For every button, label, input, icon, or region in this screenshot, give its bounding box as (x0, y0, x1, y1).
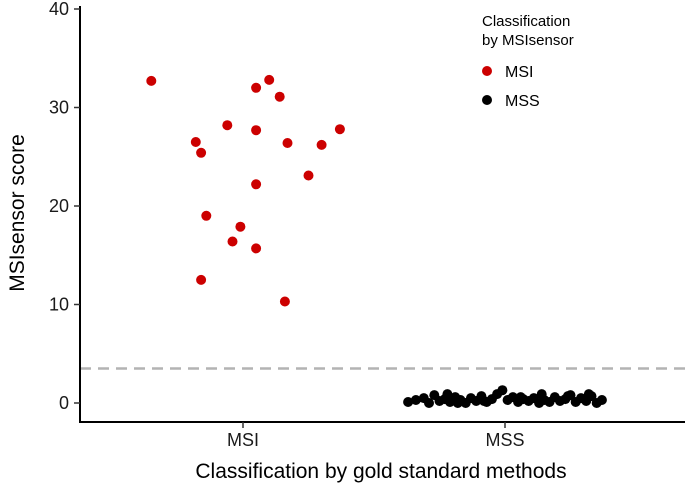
y-tick-label-20: 20 (49, 196, 69, 216)
x-axis-title: Classification by gold standard methods (195, 460, 566, 483)
point-msi-18 (279, 296, 290, 307)
point-msi-2 (196, 147, 207, 158)
y-tick-label-0: 0 (59, 393, 69, 413)
y-tick-label-40: 40 (49, 0, 69, 19)
x-tick-label-msi: MSI (227, 430, 259, 450)
point-msi-3 (222, 120, 233, 131)
point-mss-0 (403, 397, 414, 407)
point-mss-37 (442, 389, 453, 400)
point-msi-12 (282, 138, 293, 148)
point-mss-39 (583, 389, 594, 400)
point-msi-6 (227, 236, 238, 247)
legend-marker-msi (482, 66, 492, 76)
point-msi-0 (146, 75, 157, 86)
point-mss-42 (515, 392, 526, 403)
point-msi-17 (251, 243, 262, 254)
x-tick-label-mss: MSS (485, 430, 524, 450)
legend-title-line-2: by MSIsensor (482, 32, 574, 49)
plot-area (80, 74, 685, 408)
point-msi-16 (251, 179, 262, 190)
legend-marker-mss (482, 95, 492, 105)
y-tick-label-30: 30 (49, 98, 69, 118)
point-mss-17 (497, 385, 508, 396)
y-tick-label-10: 10 (49, 295, 69, 315)
point-mss-38 (536, 389, 547, 400)
point-mss-3 (424, 398, 434, 408)
point-msi-8 (251, 82, 262, 93)
point-mss-43 (452, 398, 463, 408)
legend-title-line-1: Classification (482, 13, 570, 30)
legend-label-mss: MSS (505, 93, 540, 110)
legend-title: Classification by MSIsensor (482, 13, 575, 49)
legend-label-msi: MSI (505, 64, 533, 81)
point-msi-9 (264, 74, 275, 85)
point-msi-5 (235, 221, 246, 232)
point-mss-1 (410, 395, 421, 405)
axes: 0 10 20 30 40 MSI MSS (49, 0, 685, 450)
point-msi-7 (196, 274, 207, 285)
point-mss-41 (479, 396, 489, 406)
legend-entries: MSI MSS (482, 64, 540, 110)
point-msi-11 (251, 125, 262, 136)
legend: Classification by MSIsensor MSI MSS (482, 13, 575, 110)
point-mss-36 (596, 395, 607, 405)
point-msi-1 (190, 137, 201, 147)
point-msi-13 (316, 139, 327, 150)
point-mss-40 (562, 391, 573, 402)
y-axis-title: MSIsensor score (6, 134, 29, 292)
point-msi-14 (334, 124, 345, 135)
point-msi-4 (201, 210, 212, 221)
point-msi-10 (274, 91, 285, 102)
point-msi-15 (303, 170, 314, 181)
